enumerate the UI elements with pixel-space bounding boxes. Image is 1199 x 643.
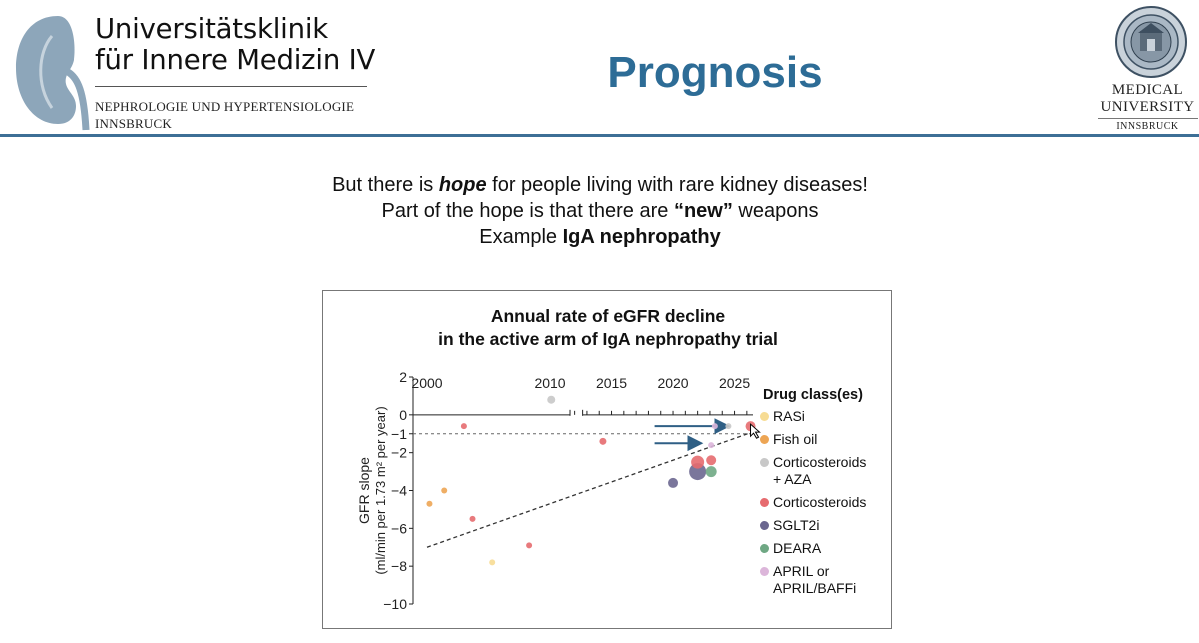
kidney-logo-icon (16, 16, 90, 131)
intro-hope: hope (438, 174, 487, 196)
data-point (705, 466, 717, 478)
legend-label: RASi (773, 408, 805, 424)
chart-title-line1: Annual rate of eGFR decline (490, 306, 726, 326)
x-tick-label: 2010 (534, 375, 565, 391)
clinic-name-line2: für Innere Medizin IV (95, 44, 376, 76)
chart-title-line2: in the active arm of IgA nephropathy tri… (438, 329, 778, 349)
department-line2: INNSBRUCK (95, 116, 172, 131)
y-tick-label: −10 (383, 596, 407, 612)
university-rule (1097, 118, 1198, 119)
legend-label: SGLT2i (773, 517, 820, 533)
intro-line1-pre: But there is (332, 174, 439, 196)
clinic-rule (95, 86, 367, 87)
legend-item: Fish oil (753, 431, 893, 448)
trend-line (426, 431, 754, 548)
legend-swatch (760, 498, 769, 507)
legend-label: Corticosteroids (773, 454, 867, 470)
y-axis-label-units: (ml/min per 1.73 m² per year) (373, 406, 388, 574)
intro-line2: Part of the hope is that there are “new”… (250, 198, 950, 224)
legend-label: APRIL or (773, 563, 830, 579)
header-divider (0, 134, 1199, 137)
data-point (489, 559, 496, 566)
legend-swatch (760, 521, 769, 530)
mouse-cursor-icon (750, 423, 761, 439)
data-point (711, 423, 718, 430)
legend-item: RASi (753, 408, 893, 425)
legend-label: DEARA (773, 540, 822, 556)
university-line2: UNIVERSITY (1100, 99, 1195, 115)
y-tick-label: −6 (391, 520, 407, 536)
university-line1: MEDICAL (1111, 82, 1184, 98)
scatter-plot: 2 0 −1 −2 −4 −6 −8 −10 2000 2010 2015 2020 2025 GFR s… (356, 369, 761, 612)
university-name: MEDICAL UNIVERSITY INNSBRUCK (1090, 82, 1199, 133)
intro-line3: Example IgA nephropathy (250, 224, 950, 250)
data-point (469, 515, 476, 522)
legend-item: DEARA (753, 540, 893, 557)
data-point (668, 477, 679, 488)
data-point (547, 395, 556, 404)
legend-swatch (760, 458, 769, 467)
data-point (689, 463, 707, 481)
y-tick-label: −1 (391, 426, 407, 442)
data-point (706, 455, 717, 466)
data-point (441, 487, 448, 494)
legend-title: Drug class(es) (763, 387, 863, 403)
x-tick-label: 2015 (596, 375, 627, 391)
intro-text: But there is hope for people living with… (250, 172, 950, 250)
legend-label: APRIL/BAFFi (773, 580, 857, 596)
y-tick-label: −8 (391, 558, 407, 574)
intro-line3-pre: Example (479, 226, 563, 248)
data-point (725, 423, 732, 430)
legend-label: Corticosteroids (773, 494, 867, 510)
university-seal-icon (1115, 6, 1187, 78)
intro-line1-post: for people living with rare kidney disea… (486, 174, 868, 196)
x-tick-label: 2000 (411, 375, 442, 391)
data-point (708, 442, 715, 449)
university-line3: INNSBRUCK (1116, 121, 1179, 132)
legend-swatch (760, 567, 769, 576)
y-tick-label: 0 (399, 407, 407, 423)
data-point (426, 500, 433, 507)
data-point (460, 423, 467, 430)
intro-line2-post: weapons (732, 200, 819, 222)
legend-item: Corticosteroids (753, 494, 893, 511)
chart-figure: Annual rate of eGFR decline in the activ… (322, 290, 892, 629)
x-tick-label: 2025 (719, 375, 750, 391)
clinic-name-line1: Universitätsklinik (95, 13, 329, 45)
data-point (599, 437, 607, 445)
y-tick-label: 2 (399, 369, 407, 385)
legend-swatch (760, 412, 769, 421)
clinic-name: Universitätsklinik für Innere Medizin IV (95, 14, 375, 76)
department-line1: NEPHROLOGIE UND HYPERTENSIOLOGIE (95, 99, 355, 114)
slide-header: Universitätsklinik für Innere Medizin IV… (0, 0, 1199, 138)
department-name: NEPHROLOGIE UND HYPERTENSIOLOGIE INNSBRU… (95, 98, 354, 132)
intro-line1: But there is hope for people living with… (250, 172, 950, 198)
intro-disease: IgA nephropathy (562, 226, 721, 248)
intro-new: “new” (673, 200, 733, 222)
y-axis-label: GFR slope (356, 457, 372, 524)
intro-line2-pre: Part of the hope is that there are (381, 200, 674, 222)
legend-item: APRIL or APRIL/BAFFi (753, 563, 893, 597)
data-point (691, 455, 705, 469)
legend-swatch (760, 435, 769, 444)
legend-label: + AZA (773, 471, 812, 487)
x-tick-label: 2020 (657, 375, 688, 391)
chart-legend: Drug class(es) RASi Fish oil Corticosteroi… (753, 387, 893, 597)
chart-title: Annual rate of eGFR decline in the activ… (323, 305, 893, 351)
y-tick-label: −4 (391, 483, 407, 499)
data-point (526, 542, 533, 549)
legend-item: Corticosteroids + AZA (753, 454, 893, 488)
y-tick-label: −2 (391, 445, 407, 461)
slide-title: Prognosis (607, 48, 823, 97)
legend-item: SGLT2i (753, 517, 893, 534)
legend-swatch (760, 544, 769, 553)
legend-label: Fish oil (773, 431, 818, 447)
